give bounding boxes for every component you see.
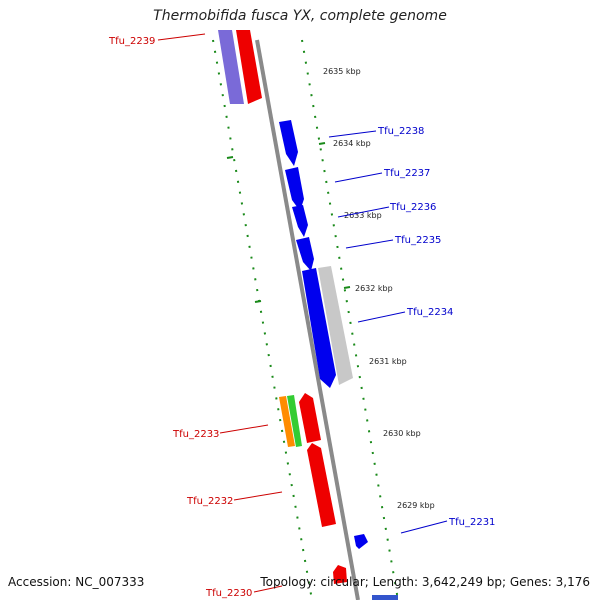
gene-label-tfu2234[interactable]: Tfu_2234 — [406, 307, 453, 318]
gene-labels[interactable]: Tfu_2239 Tfu_2238 Tfu_2237 Tfu_2236 Tfu_… — [108, 36, 495, 599]
kbp-labels: 2635 kbp 2634 kbp 2633 kbp 2632 kbp 2631… — [323, 67, 435, 510]
gene-block-bottom-cluster — [372, 595, 398, 600]
accession-label: Accession: NC_007333 — [8, 575, 145, 589]
gene-label-tfu2233[interactable]: Tfu_2233 — [172, 429, 219, 440]
gene-label-tfu2231[interactable]: Tfu_2231 — [448, 517, 495, 528]
topology-label: Topology: circular; Length: 3,642,249 bp… — [260, 575, 590, 589]
gene-label-tfu2237[interactable]: Tfu_2237 — [383, 168, 430, 179]
gene-block-tfu2238[interactable] — [279, 120, 298, 166]
gene-block-tfu2239-purple[interactable] — [218, 30, 244, 104]
kbp-label-2629: 2629 kbp — [397, 501, 435, 510]
gene-block-tfu2230[interactable] — [333, 565, 347, 584]
gene-label-tfu2235[interactable]: Tfu_2235 — [394, 235, 441, 246]
kbp-label-2632: 2632 kbp — [355, 284, 393, 293]
gene-leaders — [157, 33, 448, 593]
gene-block-tfu2234-gray[interactable] — [318, 266, 353, 385]
gene-label-tfu2232[interactable]: Tfu_2232 — [186, 496, 233, 507]
gene-block-tfu2231[interactable] — [354, 534, 368, 549]
tick-track — [212, 39, 399, 600]
gene-block-tfu2232[interactable] — [307, 443, 336, 527]
genome-title: Thermobifida fusca YX, complete genome — [153, 8, 447, 24]
genome-backbone — [255, 39, 360, 600]
gene-label-tfu2236[interactable]: Tfu_2236 — [389, 202, 436, 213]
gene-block-tfu2233-orange[interactable] — [279, 396, 295, 447]
gene-block-tfu2239-red[interactable] — [236, 30, 262, 104]
gene-label-tfu2230[interactable]: Tfu_2230 — [205, 588, 252, 599]
kbp-label-2634: 2634 kbp — [333, 139, 371, 148]
kbp-label-2633: 2633 kbp — [344, 211, 382, 220]
major-ticks — [226, 142, 351, 303]
gene-label-tfu2238[interactable]: Tfu_2238 — [377, 126, 424, 137]
kbp-label-2635: 2635 kbp — [323, 67, 361, 76]
gene-label-tfu2239[interactable]: Tfu_2239 — [108, 36, 155, 47]
gene-block-tfu2234-blue[interactable] — [302, 268, 336, 388]
gene-block-tfu2233-red[interactable] — [299, 393, 321, 443]
gene-blocks — [218, 30, 398, 600]
gene-block-tfu2236[interactable] — [292, 205, 308, 237]
gene-block-tfu2233-green[interactable] — [287, 395, 302, 447]
kbp-label-2630: 2630 kbp — [383, 429, 421, 438]
gene-block-tfu2235[interactable] — [296, 237, 314, 271]
kbp-label-2631: 2631 kbp — [369, 357, 407, 366]
gene-block-tfu2237[interactable] — [285, 167, 304, 211]
